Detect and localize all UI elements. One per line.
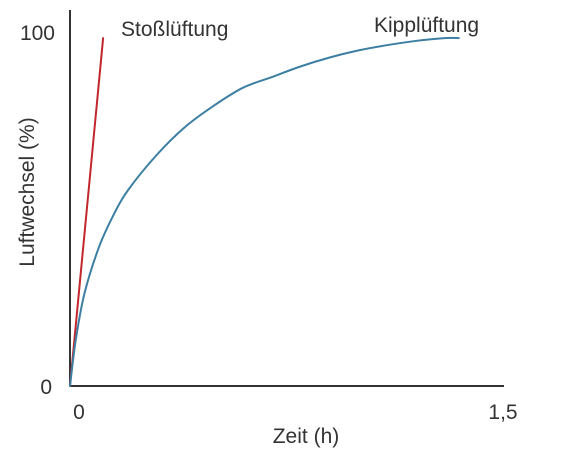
series-line-1 [69, 36, 460, 387]
series-layer [69, 36, 460, 387]
x-tick-label-right: 1,5 [488, 401, 517, 424]
series-label-stosslueftung: Stoßlüftung [121, 18, 228, 41]
axes [69, 10, 504, 387]
y-tick-label-top: 100 [20, 22, 55, 45]
y-tick-label-bottom: 0 [40, 376, 52, 399]
x-axis-title: Zeit (h) [273, 425, 340, 448]
x-tick-label-left: 0 [73, 401, 85, 424]
series-label-kippluftung: Kipplüftung [374, 14, 479, 37]
y-axis-title: Luftwechsel (%) [16, 117, 39, 266]
series-line-0 [69, 37, 105, 387]
